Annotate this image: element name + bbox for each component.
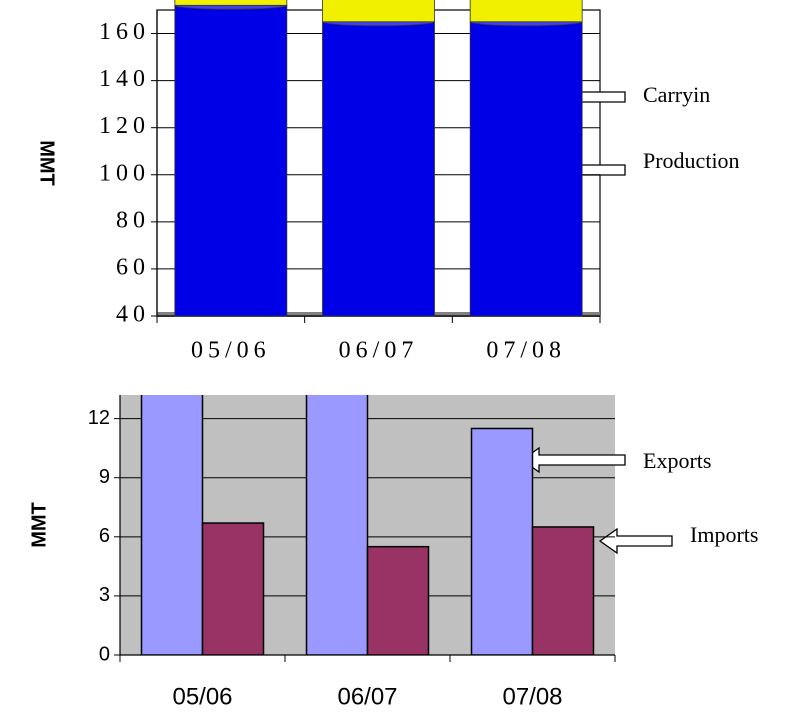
y-tick-label: 0 — [99, 643, 110, 665]
annotation: Imports — [690, 522, 758, 547]
bar-segment — [322, 21, 435, 317]
y-tick-label: 6 — [99, 525, 110, 547]
chart: 40 60 80 100 120 140 160 05/06 06/07 07/08 — [99, 0, 601, 364]
x-tick-label: 05/06 — [191, 338, 271, 364]
arrow — [598, 527, 673, 555]
y-axis-title: MMT — [36, 140, 58, 186]
x-tick-label: 07/08 — [486, 338, 566, 364]
annotation: Exports — [643, 448, 711, 473]
bar-segment — [322, 0, 435, 23]
y-tick-label: 60 — [116, 254, 150, 280]
y-tick-label: 12 — [88, 407, 110, 429]
y-tick-label: 9 — [99, 466, 110, 488]
bar — [201, 522, 265, 655]
bar-segment — [174, 4, 288, 317]
annotation: Carryin — [643, 82, 710, 107]
bar — [531, 526, 595, 655]
bar — [470, 427, 534, 655]
y-tick-label: 160 — [99, 19, 150, 45]
bar-segment — [174, 0, 288, 6]
annotation: Production — [643, 148, 740, 173]
x-tick-label: 06/07 — [337, 683, 397, 710]
y-tick-label: 3 — [99, 584, 110, 606]
chart: 0 3 6 9 12 05/06 06/07 07/08 — [88, 395, 616, 710]
y-tick-label: 100 — [99, 160, 150, 186]
x-tick-label: 05/06 — [172, 683, 232, 710]
x-tick-label: 06/07 — [339, 338, 419, 364]
y-tick-label: 140 — [99, 66, 150, 92]
y-axis-title: MMT — [28, 502, 50, 548]
bar — [140, 395, 204, 655]
bar-segment — [469, 0, 583, 23]
bar-segment — [469, 21, 583, 317]
y-tick-label: 120 — [99, 113, 150, 139]
y-tick-label: 40 — [116, 302, 150, 328]
bar — [366, 545, 430, 655]
bar — [305, 395, 369, 655]
y-tick-label: 80 — [116, 207, 150, 233]
x-tick-label: 07/08 — [502, 683, 562, 710]
arrow — [520, 446, 626, 474]
